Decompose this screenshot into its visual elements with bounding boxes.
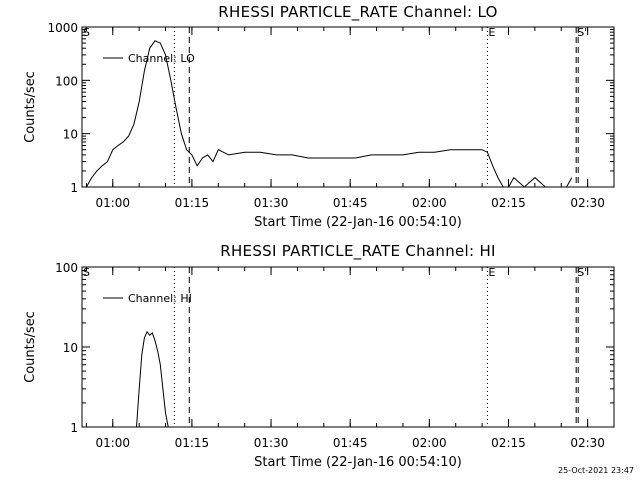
lo-x-tick-label: 01:30 [254, 196, 289, 210]
lo-plot-frame [81, 26, 615, 188]
hi-plot-frame [81, 266, 615, 428]
lo-y-tick-label: 1000 [47, 21, 78, 35]
hi-x-tick-label: 01:30 [254, 436, 289, 450]
hi-x-axis-label: Start Time (22-Jan-16 00:54:10) [254, 455, 462, 470]
lo-x-tick-label: 01:15 [175, 196, 210, 210]
hi-x-tick-label: 01:15 [175, 436, 210, 450]
hi-y-tick-label: 10 [63, 341, 78, 355]
lo-series-line-0 [85, 40, 573, 188]
hi-marker-label-0: S [83, 266, 90, 279]
lo-x-tick-label: 02:30 [570, 196, 605, 210]
hi-x-tick-label: 02:00 [412, 436, 447, 450]
lo-x-tick-label: 02:00 [412, 196, 447, 210]
lo-x-tick-label: 02:15 [491, 196, 526, 210]
lo-y-tick-label: 1 [70, 181, 78, 195]
lo-chart-title: RHESSI PARTICLE_RATE Channel: LO [218, 3, 497, 22]
lo-y-axis-label: Counts/sec [23, 71, 38, 143]
hi-legend-label: Channel: HI [128, 292, 192, 305]
hi-chart-title: RHESSI PARTICLE_RATE Channel: HI [220, 242, 496, 261]
hi-x-tick-label: 01:00 [95, 436, 130, 450]
lo-y-tick-label: 100 [55, 74, 78, 88]
lo-x-axis-label: Start Time (22-Jan-16 00:54:10) [254, 215, 462, 230]
lo-y-tick-label: 10 [63, 128, 78, 142]
lo-x-tick-label: 01:45 [333, 196, 368, 210]
hi-x-tick-label: 01:45 [333, 436, 368, 450]
hi-x-tick-label: 02:15 [491, 436, 526, 450]
footer-timestamp: 25-Oct-2021 23:47 [558, 466, 634, 475]
hi-marker-label-3: E [488, 266, 495, 279]
hi-x-tick-label: 02:30 [570, 436, 605, 450]
lo-legend-label: Channel: LO [128, 52, 195, 65]
hi-y-axis-label: Counts/sec [23, 311, 38, 383]
lo-marker-label-4: S' [577, 26, 587, 39]
hi-y-tick-label: 100 [55, 261, 78, 275]
hi-series-line-0 [136, 330, 169, 428]
hi-marker-label-4: S' [577, 266, 587, 279]
lo-x-tick-label: 01:00 [95, 196, 130, 210]
lo-marker-label-3: E [488, 26, 495, 39]
lo-marker-label-0: S [83, 26, 90, 39]
hi-y-tick-label: 1 [70, 421, 78, 435]
